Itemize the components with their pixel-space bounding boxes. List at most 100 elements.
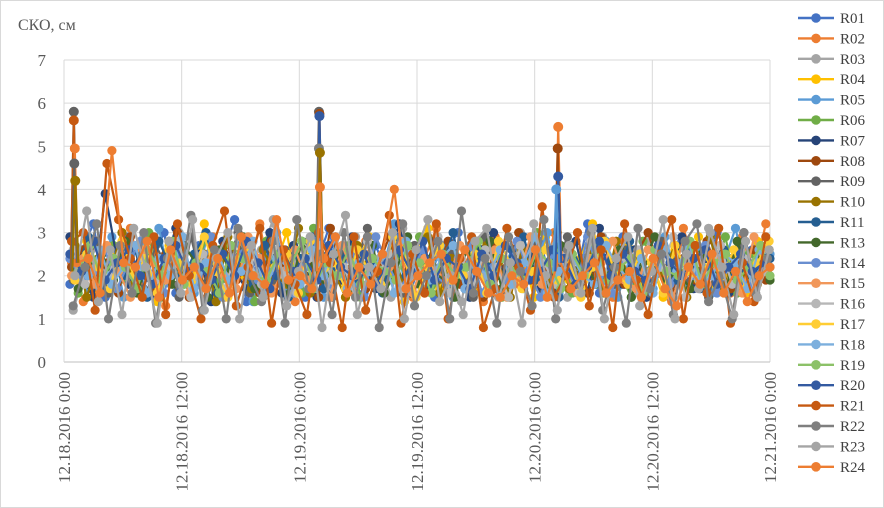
data-point-R04 [282, 228, 292, 238]
legend-item-R09: R09 [798, 174, 865, 190]
data-point-R24 [695, 279, 705, 289]
data-point-R21 [337, 322, 347, 333]
data-point-R24 [366, 279, 376, 289]
legend-item-R13: R13 [798, 235, 865, 251]
data-point-R22 [421, 271, 431, 281]
data-point-R24 [483, 288, 493, 298]
legend-item-R02: R02 [798, 31, 865, 47]
data-point-R24 [295, 271, 305, 281]
data-point-R23 [140, 262, 151, 272]
data-point-R24 [542, 292, 552, 302]
data-point-R21 [102, 158, 112, 169]
data-point-R24 [519, 279, 529, 289]
data-point-R16 [186, 292, 196, 302]
legend-label: R04 [840, 72, 866, 88]
axes [63, 60, 770, 363]
data-point-R24 [730, 266, 741, 276]
legend-label: R02 [840, 31, 865, 47]
data-point-R23 [329, 249, 339, 259]
legend-swatch-marker [811, 258, 821, 268]
legend-item-R06: R06 [798, 113, 866, 129]
data-point-R23 [705, 228, 715, 238]
y-tick-label: 0 [38, 353, 47, 372]
legend-item-R05: R05 [798, 93, 865, 109]
data-point-R22 [409, 301, 420, 311]
data-point-R19 [765, 271, 775, 281]
data-point-R16 [515, 240, 526, 251]
data-point-R23 [82, 206, 92, 216]
data-point-R21 [714, 223, 724, 233]
legend-item-R07: R07 [798, 133, 866, 149]
legend-item-R21: R21 [798, 399, 865, 415]
y-tick-label: 4 [38, 180, 47, 199]
data-point-R24 [389, 184, 399, 194]
data-point-R23 [352, 309, 362, 320]
spike-point-R08 [552, 143, 563, 154]
data-point-R24 [401, 284, 411, 294]
data-point-R24 [754, 271, 764, 281]
data-point-R21 [572, 228, 583, 238]
data-point-R23 [223, 228, 233, 238]
legend-swatch-marker [811, 217, 821, 227]
data-point-R23 [505, 258, 515, 268]
data-point-R01 [241, 297, 251, 307]
data-point-R24 [201, 284, 211, 294]
spike-R10 [70, 175, 81, 272]
legend-swatch-marker [811, 33, 821, 44]
legend-label: R17 [840, 317, 866, 333]
data-point-R24 [330, 232, 340, 242]
data-point-R21 [761, 232, 771, 242]
y-axis-ticks: 0 1 2 3 4 5 6 7 [38, 51, 47, 372]
legend-swatch-marker [811, 115, 821, 125]
spike-point-R21 [68, 115, 79, 126]
data-point-R24 [448, 275, 458, 285]
data-point-R24 [625, 266, 635, 276]
spike-point-R20 [314, 111, 325, 122]
data-point-R18 [201, 258, 211, 268]
data-point-R21 [172, 219, 183, 229]
data-point-R23 [176, 288, 186, 298]
data-point-R23 [611, 253, 621, 264]
legend-swatch-marker [811, 441, 821, 452]
data-point-R22 [445, 314, 455, 324]
data-point-R23 [340, 210, 351, 220]
data-point-R24 [307, 284, 317, 294]
spike-point-R20 [553, 171, 564, 182]
data-point-R22 [127, 288, 137, 298]
data-point-R21 [431, 219, 441, 229]
data-point-R21 [620, 219, 630, 229]
legend-item-R22: R22 [798, 419, 865, 435]
legend-label: R23 [840, 439, 865, 455]
x-tick-label: 12.20.2016 12:00 [643, 372, 662, 491]
data-point-R21 [690, 240, 700, 251]
spike-group [68, 106, 564, 272]
data-point-R21 [184, 271, 194, 281]
data-point-R22 [233, 223, 243, 233]
legend-label: R14 [840, 256, 866, 272]
legend-item-R18: R18 [798, 337, 865, 353]
data-point-R21 [420, 288, 430, 298]
data-point-R01 [230, 215, 240, 225]
spike-point-R10 [314, 147, 325, 158]
data-point-R22 [139, 228, 149, 238]
x-tick-label: 12.19.2016 0:00 [290, 372, 309, 483]
data-point-R13 [732, 236, 742, 246]
data-point-R21 [219, 206, 230, 216]
data-point-R22 [739, 228, 749, 238]
data-point-R23 [482, 223, 492, 233]
legend-label: R15 [840, 276, 865, 292]
data-point-R23 [129, 223, 139, 233]
data-point-R22 [221, 314, 231, 324]
legend-swatch-marker [811, 421, 821, 431]
data-point-R21 [302, 309, 312, 320]
x-tick-label: 12.20.2016 0:00 [526, 372, 545, 483]
data-point-R21 [502, 223, 512, 233]
data-point-R23 [576, 288, 586, 298]
spike-point-R24 [553, 121, 564, 132]
data-point-R15 [608, 236, 618, 246]
x-tick-label: 12.18.2016 12:00 [173, 372, 192, 491]
legend-label: R16 [840, 297, 866, 313]
legend-item-R24: R24 [798, 460, 866, 476]
legend-item-R01: R01 [798, 11, 865, 27]
data-point-R14 [206, 232, 216, 242]
